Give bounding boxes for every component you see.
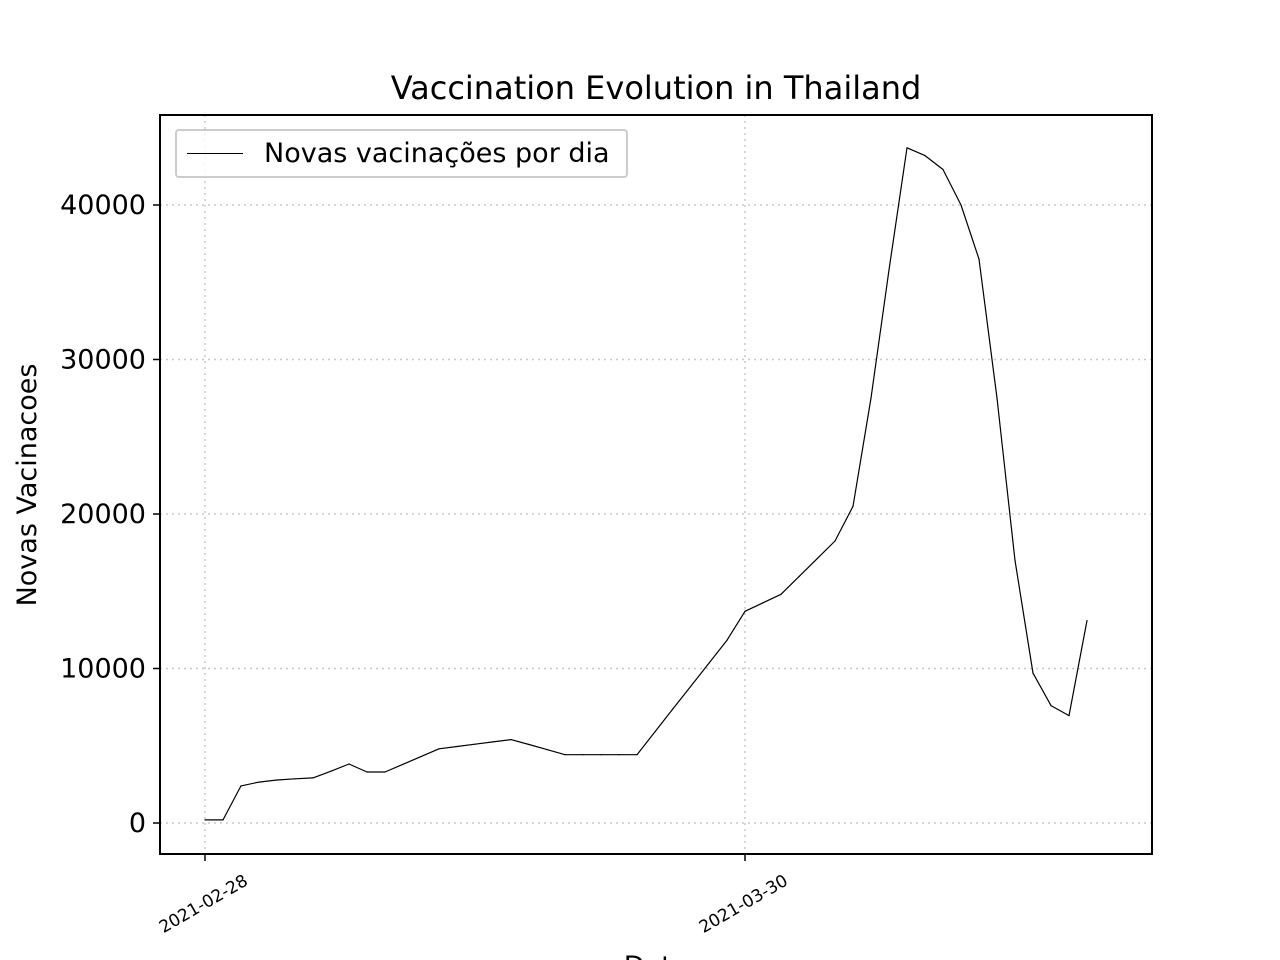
data-point <box>366 771 368 773</box>
x-axis-label: Data <box>624 951 688 960</box>
data-point <box>600 754 602 756</box>
series-line <box>205 147 1088 821</box>
y-tick-label: 30000 <box>60 345 146 376</box>
data-point <box>528 743 530 746</box>
data-point <box>618 754 620 756</box>
chart-title: Vaccination Evolution in Thailand <box>391 69 922 107</box>
data-point <box>906 147 908 149</box>
x-axis-ticks: 2021-02-28 2021-03-30 <box>156 854 792 938</box>
data-point <box>834 540 836 542</box>
y-axis-ticks: 0 10000 20000 30000 40000 <box>60 190 160 839</box>
data-point <box>204 819 206 821</box>
data-point <box>456 745 458 748</box>
data-point <box>708 662 710 664</box>
data-point <box>888 269 890 271</box>
data-point <box>672 708 674 710</box>
data-point <box>978 258 980 260</box>
data-point <box>402 763 404 765</box>
y-tick-label: 40000 <box>60 190 146 221</box>
data-point <box>654 731 656 733</box>
data-point <box>726 639 728 641</box>
data-point <box>960 204 962 206</box>
data-point <box>798 575 800 578</box>
plot-area-frame <box>159 114 1153 855</box>
grid-lines <box>160 115 1152 854</box>
data-point <box>222 819 224 821</box>
data-point <box>852 505 854 507</box>
data-point <box>1050 704 1052 707</box>
data-point <box>438 748 440 750</box>
data-point <box>420 755 422 758</box>
data-point <box>1068 715 1070 717</box>
data-point <box>276 779 278 781</box>
data-point <box>996 397 998 399</box>
data-point <box>816 558 818 560</box>
data-point <box>240 785 242 787</box>
data-point <box>744 610 746 612</box>
data-point <box>870 397 872 399</box>
data-point <box>762 602 764 604</box>
data-point <box>636 754 638 756</box>
data-point <box>1014 559 1016 561</box>
y-axis-label: Novas Vacinacoes <box>12 364 43 607</box>
x-tick-label: 2021-03-30 <box>696 871 792 938</box>
data-point <box>492 741 494 743</box>
data-point <box>582 754 584 756</box>
data-point <box>546 749 548 751</box>
x-tick-label: 2021-02-28 <box>156 871 252 938</box>
data-point <box>510 738 512 741</box>
data-point <box>294 778 296 780</box>
legend-line-swatch <box>187 153 243 154</box>
data-point <box>474 743 476 745</box>
data-point <box>384 771 386 773</box>
data-point <box>1032 672 1034 674</box>
data-point <box>924 154 926 157</box>
data-point <box>258 781 260 783</box>
y-tick-label: 20000 <box>60 499 146 530</box>
data-point <box>780 593 782 595</box>
data-point <box>348 763 350 765</box>
data-point <box>564 754 566 756</box>
series-layer <box>204 147 1088 821</box>
data-point <box>1086 620 1088 622</box>
y-tick-label: 10000 <box>60 654 146 685</box>
data-point <box>690 685 692 687</box>
y-tick-label: 0 <box>129 808 146 839</box>
data-point <box>942 168 944 171</box>
legend-label: Novas vacinações por dia <box>264 138 610 169</box>
legend: Novas vacinações por dia <box>175 129 628 178</box>
data-point <box>330 770 332 772</box>
data-point <box>312 777 314 779</box>
